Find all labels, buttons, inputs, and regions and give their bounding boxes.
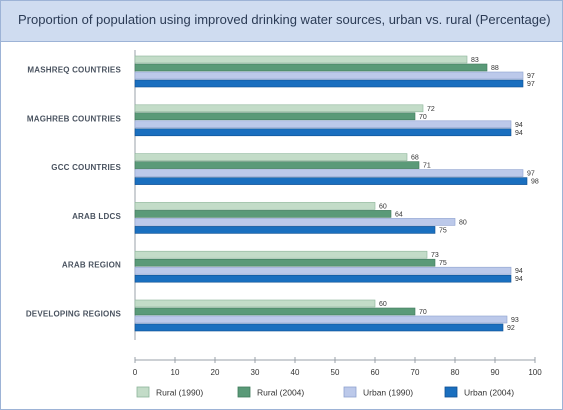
data-label: 80 <box>459 219 467 226</box>
bar <box>134 274 512 283</box>
legend-label: Rural (1990) <box>156 388 203 398</box>
x-tick-label: 40 <box>291 368 300 377</box>
category-label: ARAB REGION <box>62 261 121 270</box>
bar <box>134 218 456 226</box>
x-tick-label: 60 <box>371 368 380 377</box>
bar <box>134 161 420 169</box>
category-label: ARAB LDCS <box>72 212 121 221</box>
bar <box>134 210 392 218</box>
bar <box>134 120 512 129</box>
data-label: 60 <box>379 301 387 308</box>
bar <box>134 202 376 210</box>
bar <box>134 226 436 234</box>
bar <box>134 71 524 80</box>
data-label: 64 <box>395 211 403 218</box>
x-tick-label: 0 <box>133 368 138 377</box>
title-bar: Proportion of population using improved … <box>1 1 562 42</box>
legend-label: Urban (2004) <box>464 388 514 398</box>
chart-title: Proportion of population using improved … <box>18 12 551 27</box>
bar <box>134 299 376 308</box>
data-label: 94 <box>515 276 523 283</box>
bar <box>134 63 488 72</box>
bar <box>134 250 428 259</box>
data-label: 92 <box>507 325 515 332</box>
bar <box>134 315 508 324</box>
data-label: 70 <box>419 114 427 121</box>
legend-label: Rural (2004) <box>257 388 304 398</box>
x-tick-label: 100 <box>528 368 542 377</box>
data-label: 72 <box>427 106 435 113</box>
data-label: 75 <box>439 227 447 234</box>
data-label: 93 <box>511 317 519 324</box>
bar <box>134 323 504 332</box>
category-label: DEVELOPING REGIONS <box>26 310 122 319</box>
data-label: 88 <box>491 65 499 72</box>
legend-swatch <box>444 386 458 398</box>
bar <box>134 112 416 121</box>
data-label: 94 <box>515 268 523 275</box>
category-label: MAGHREB COUNTRIES <box>27 114 122 123</box>
data-label: 97 <box>527 171 535 178</box>
category-label: GCC COUNTRIES <box>51 163 121 172</box>
data-label: 97 <box>527 81 535 88</box>
legend-swatch <box>237 386 251 398</box>
x-tick-label: 50 <box>331 368 340 377</box>
data-label: 68 <box>411 155 419 162</box>
bar <box>134 79 524 88</box>
x-tick-label: 90 <box>491 368 500 377</box>
x-tick-label: 80 <box>451 368 460 377</box>
bar <box>134 258 436 267</box>
x-tick-label: 70 <box>411 368 420 377</box>
x-tick-label: 30 <box>251 368 260 377</box>
data-label: 94 <box>515 122 523 129</box>
bar <box>134 266 512 275</box>
data-label: 73 <box>431 252 439 259</box>
legend-label: Urban (1990) <box>363 388 413 398</box>
bar <box>134 307 416 316</box>
x-tick-label: 10 <box>171 368 180 377</box>
legend-swatch <box>343 386 357 398</box>
data-label: 70 <box>419 309 427 316</box>
bar <box>134 169 524 177</box>
x-tick-label: 20 <box>211 368 220 377</box>
bar <box>134 55 468 64</box>
data-label: 97 <box>527 73 535 80</box>
legend-swatch <box>136 386 150 398</box>
data-label: 60 <box>379 203 387 210</box>
bar <box>134 153 408 161</box>
category-label: MASHREQ COUNTRIES <box>27 66 121 75</box>
data-label: 75 <box>439 260 447 267</box>
data-label: 83 <box>471 57 479 64</box>
data-label: 71 <box>423 163 431 170</box>
bar <box>134 177 528 185</box>
data-label: 94 <box>515 130 523 137</box>
bar <box>134 104 424 113</box>
bar <box>134 128 512 137</box>
data-label: 98 <box>531 179 539 186</box>
